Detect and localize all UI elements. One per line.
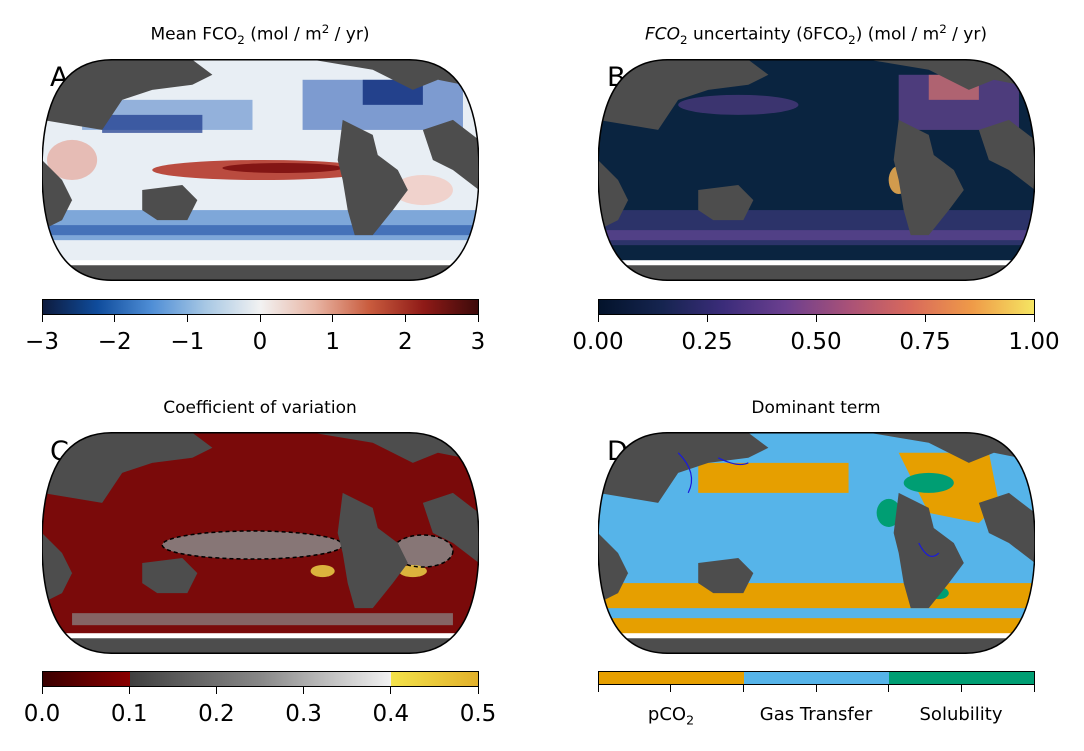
colorbar-a-tick-label: 2 bbox=[398, 329, 413, 355]
colorbar-c bbox=[42, 671, 479, 687]
colorbar-b-tick-label: 1.00 bbox=[1008, 329, 1060, 355]
colorbar-a-tick-label: −1 bbox=[170, 329, 205, 355]
colorbar-a-tickmark bbox=[404, 315, 406, 322]
colorbar-a-tick-label: 1 bbox=[325, 329, 340, 355]
colorbar-d-tickmark bbox=[815, 685, 817, 692]
panel-b-title: FCO2 uncertainty (δFCO2) (mol / m2 / yr) bbox=[645, 22, 987, 48]
panel-c-map bbox=[42, 432, 479, 654]
colorbar-b-tick-label: 0.50 bbox=[790, 329, 842, 355]
colorbar-d-label-gas-transfer: Gas Transfer bbox=[759, 704, 873, 725]
colorbar-d-tickmark bbox=[742, 685, 744, 692]
colorbar-b-tickmark bbox=[1033, 315, 1035, 322]
colorbar-b-tick-label: 0.00 bbox=[572, 329, 624, 355]
colorbar-a-tick-label: −2 bbox=[97, 329, 132, 355]
colorbar-d-label-solubility: Solubility bbox=[919, 704, 1003, 725]
colorbar-c-tickmark bbox=[477, 687, 479, 694]
colorbar-a-tick-label: 3 bbox=[470, 329, 486, 355]
colorbar-d-tickmark bbox=[1033, 685, 1035, 692]
colorbar-c-tick-label: 0.0 bbox=[23, 701, 61, 727]
colorbar-c-tick-label: 0.2 bbox=[198, 701, 235, 727]
colorbar-d-label-pco2: pCO2 bbox=[647, 704, 695, 728]
colorbar-d-tickmark bbox=[888, 685, 890, 692]
colorbar-a-tickmark bbox=[332, 315, 334, 322]
colorbar-b-tickmark bbox=[706, 315, 708, 322]
colorbar-a-tick-label: 0 bbox=[252, 329, 268, 355]
colorbar-b-tickmark bbox=[815, 315, 817, 322]
panel-a-map bbox=[42, 59, 479, 281]
colorbar-a-tick-label: −3 bbox=[25, 329, 59, 355]
colorbar-a bbox=[42, 299, 479, 315]
colorbar-d-solubility bbox=[889, 672, 1034, 684]
colorbar-d-gas-transfer bbox=[744, 672, 889, 684]
colorbar-a-tickmark bbox=[114, 315, 116, 322]
panel-b-map bbox=[598, 59, 1035, 281]
colorbar-d bbox=[598, 671, 1035, 685]
colorbar-c-tickmark bbox=[215, 687, 217, 694]
colorbar-d-pco2 bbox=[599, 672, 744, 684]
panel-d-title: Dominant term bbox=[751, 398, 881, 418]
colorbar-b bbox=[598, 299, 1035, 315]
colorbar-a-tickmark bbox=[41, 315, 43, 322]
colorbar-d-tickmark bbox=[597, 685, 599, 692]
colorbar-c-tickmark bbox=[128, 687, 130, 694]
colorbar-c-tickmark bbox=[390, 687, 392, 694]
colorbar-c-tick-label: 0.5 bbox=[459, 701, 497, 727]
panel-a-title: Mean FCO2 (mol / m2 / yr) bbox=[150, 22, 370, 48]
panel-d-map bbox=[598, 432, 1035, 654]
panel-c-title: Coefficient of variation bbox=[163, 398, 357, 418]
colorbar-d-tickmark bbox=[670, 685, 672, 692]
colorbar-c-tick-label: 0.4 bbox=[372, 701, 410, 727]
colorbar-c-tickmark bbox=[41, 687, 43, 694]
colorbar-c-tick-label: 0.3 bbox=[285, 701, 322, 727]
colorbar-b-tickmark bbox=[924, 315, 926, 322]
colorbar-a-tickmark bbox=[259, 315, 261, 322]
colorbar-a-tickmark bbox=[186, 315, 188, 322]
colorbar-d-tickmark bbox=[960, 685, 962, 692]
colorbar-b-tick-label: 0.75 bbox=[899, 329, 951, 355]
colorbar-c-tick-label: 0.1 bbox=[110, 701, 148, 727]
colorbar-b-tick-label: 0.25 bbox=[681, 329, 733, 355]
colorbar-b-tickmark bbox=[597, 315, 599, 322]
colorbar-c-tickmark bbox=[303, 687, 305, 694]
colorbar-a-tickmark bbox=[477, 315, 479, 322]
